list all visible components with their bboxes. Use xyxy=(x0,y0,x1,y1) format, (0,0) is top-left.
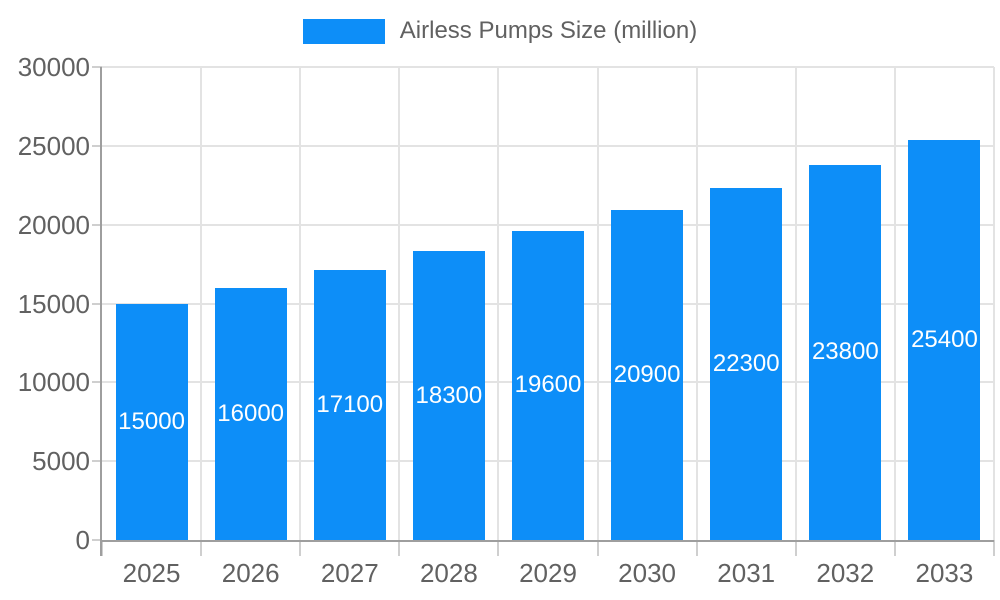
y-gridline xyxy=(102,144,994,147)
legend-label: Airless Pumps Size (million) xyxy=(399,17,698,44)
chart-legend: Airless Pumps Size (million) xyxy=(0,16,1000,46)
y-tick xyxy=(92,381,102,384)
y-tick xyxy=(92,302,102,305)
bar-value-label: 15000 xyxy=(118,407,185,435)
x-gridline xyxy=(893,67,896,540)
bar-value-label: 20900 xyxy=(613,361,681,389)
y-gridline xyxy=(102,66,994,68)
x-tick xyxy=(893,540,896,556)
bar-value-label: 22300 xyxy=(712,350,780,378)
bar xyxy=(115,303,188,540)
x-tick xyxy=(299,540,302,556)
y-axis-label: 30000 xyxy=(17,52,90,82)
bar xyxy=(313,270,386,540)
bar-value-label: 17100 xyxy=(316,391,384,419)
x-gridline xyxy=(299,67,302,540)
x-gridline xyxy=(695,67,698,540)
y-axis-label: 10000 xyxy=(17,367,90,398)
y-tick xyxy=(92,460,102,463)
x-axis-label: 2026 xyxy=(221,558,280,588)
y-axis-label: 15000 xyxy=(17,288,90,319)
x-gridline xyxy=(200,67,203,540)
bar xyxy=(512,230,584,540)
bar-value-label: 25400 xyxy=(911,325,978,353)
bar xyxy=(611,210,684,540)
y-tick xyxy=(92,223,102,226)
bar xyxy=(908,139,981,540)
y-axis-label: 25000 xyxy=(17,130,90,161)
x-axis-label: 2027 xyxy=(320,558,379,588)
y-gridline xyxy=(102,223,994,226)
y-tick xyxy=(92,539,102,541)
y-axis-label: 5000 xyxy=(32,446,90,477)
x-gridline xyxy=(596,67,599,540)
x-axis-label: 2033 xyxy=(915,558,974,588)
y-axis-label: 20000 xyxy=(17,209,90,240)
x-axis-label: 2030 xyxy=(618,558,677,588)
bar-value-label: 19600 xyxy=(514,371,582,399)
y-axis-label: 0 xyxy=(75,525,90,555)
x-gridline xyxy=(398,67,401,540)
x-tick xyxy=(794,540,797,556)
x-axis-label: 2025 xyxy=(122,558,181,588)
bar xyxy=(710,188,783,540)
x-tick xyxy=(200,540,203,556)
bar xyxy=(412,251,485,540)
x-axis-label: 2028 xyxy=(419,558,478,588)
y-tick xyxy=(92,66,102,68)
y-tick xyxy=(92,144,102,147)
bar-value-label: 16000 xyxy=(217,399,285,427)
bar-value-label: 18300 xyxy=(415,381,483,409)
legend-swatch xyxy=(302,18,385,44)
x-tick xyxy=(993,540,995,556)
bar xyxy=(809,164,882,540)
x-gridline xyxy=(794,67,797,540)
x-tick xyxy=(596,540,599,556)
x-tick xyxy=(695,540,698,556)
x-tick xyxy=(398,540,401,556)
bar-value-label: 23800 xyxy=(811,338,879,366)
x-gridline xyxy=(497,67,500,540)
x-tick xyxy=(497,540,500,556)
y-axis-line xyxy=(100,67,102,556)
x-axis-label: 2032 xyxy=(816,558,875,588)
x-axis-label: 2031 xyxy=(717,558,776,588)
x-gridline xyxy=(993,67,995,540)
x-axis-label: 2029 xyxy=(519,558,577,588)
bar xyxy=(214,287,287,540)
x-axis-line xyxy=(100,540,994,542)
x-tick xyxy=(101,540,103,556)
